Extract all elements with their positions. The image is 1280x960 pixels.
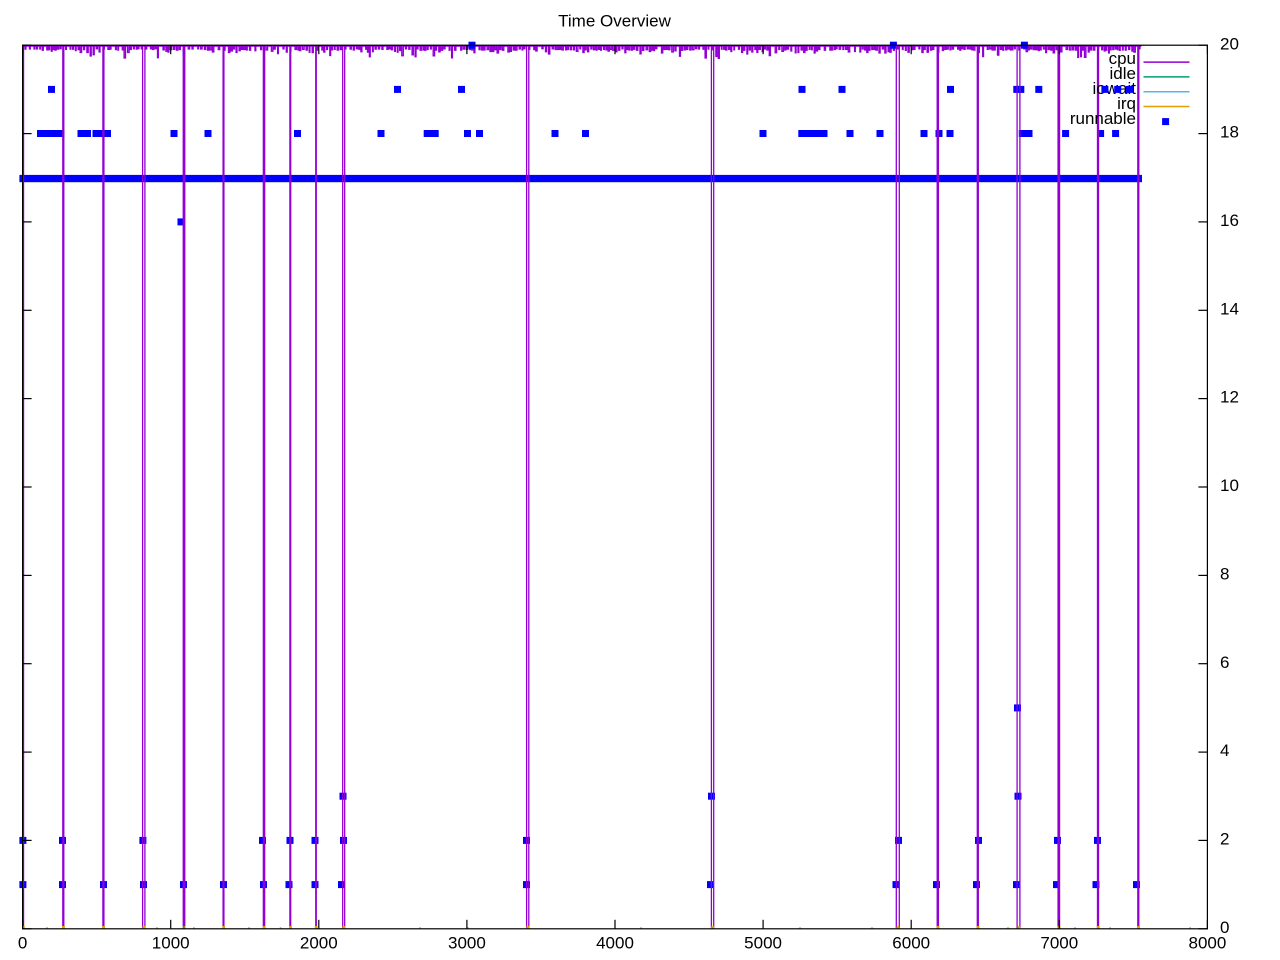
svg-text:16: 16 bbox=[1220, 211, 1239, 230]
svg-text:8: 8 bbox=[1220, 565, 1229, 584]
svg-text:7000: 7000 bbox=[1040, 933, 1078, 952]
svg-text:cpu: cpu bbox=[1109, 49, 1136, 68]
svg-text:2000: 2000 bbox=[300, 933, 338, 952]
svg-text:runnable: runnable bbox=[1070, 109, 1136, 128]
svg-text:14: 14 bbox=[1220, 299, 1239, 318]
svg-text:0: 0 bbox=[18, 933, 27, 952]
svg-text:5000: 5000 bbox=[744, 933, 782, 952]
svg-text:20: 20 bbox=[1220, 34, 1239, 53]
svg-text:12: 12 bbox=[1220, 388, 1239, 407]
svg-text:18: 18 bbox=[1220, 123, 1239, 142]
svg-text:6000: 6000 bbox=[892, 933, 930, 952]
svg-text:2: 2 bbox=[1220, 830, 1229, 849]
svg-text:3000: 3000 bbox=[448, 933, 486, 952]
svg-text:6: 6 bbox=[1220, 653, 1229, 672]
svg-text:1000: 1000 bbox=[152, 933, 190, 952]
svg-text:10: 10 bbox=[1220, 476, 1239, 495]
svg-text:idle: idle bbox=[1110, 64, 1136, 83]
svg-text:irq: irq bbox=[1117, 94, 1136, 113]
svg-text:8000: 8000 bbox=[1188, 933, 1226, 952]
svg-text:0: 0 bbox=[1220, 918, 1229, 937]
svg-text:4: 4 bbox=[1220, 741, 1229, 760]
svg-text:4000: 4000 bbox=[596, 933, 634, 952]
svg-text:Time Overview: Time Overview bbox=[558, 12, 671, 31]
